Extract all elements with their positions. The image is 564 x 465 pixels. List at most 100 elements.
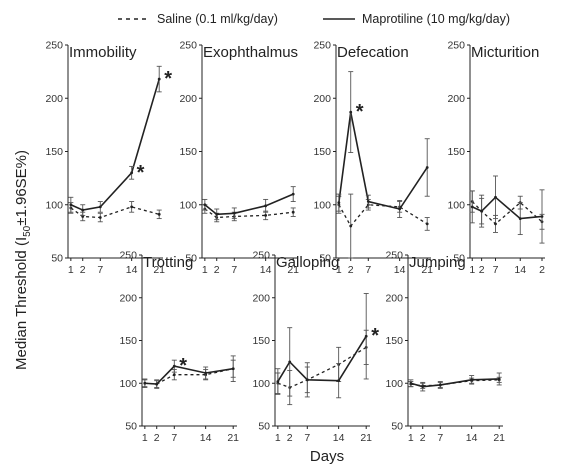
data-point-maprotiline <box>494 195 497 199</box>
data-point-maprotiline <box>203 203 207 207</box>
x-tick-label: 1 <box>275 432 281 444</box>
y-tick-label: 150 <box>385 335 403 347</box>
x-tick-label: 14 <box>200 432 212 444</box>
significance-star: * <box>164 68 172 90</box>
y-tick-label: 250 <box>313 40 331 52</box>
x-tick-label: 7 <box>365 264 371 276</box>
x-tick-label: 21 <box>287 264 299 276</box>
x-tick-label: 21 <box>421 264 433 276</box>
y-tick-label: 100 <box>313 199 331 211</box>
y-tick-label: 100 <box>385 378 403 390</box>
x-tick-label: 2 <box>287 432 293 444</box>
x-tick-label: 21 <box>360 432 372 444</box>
data-point-maprotiline <box>366 200 370 203</box>
series-line-saline <box>277 346 367 389</box>
y-tick-label: 250 <box>252 250 270 262</box>
data-point-maprotiline <box>305 378 309 382</box>
panel-title: Immobility <box>69 44 137 61</box>
y-tick-label: 50 <box>185 253 197 265</box>
data-point-maprotiline <box>232 211 236 215</box>
x-tick-label: 21 <box>227 432 239 444</box>
x-tick-label: 14 <box>514 264 526 276</box>
x-tick-label: 1 <box>336 264 342 276</box>
x-tick-label: 1 <box>202 264 208 276</box>
y-tick-label: 200 <box>385 292 403 304</box>
legend: Saline (0.1 ml/kg/day) Maprotiline (10 m… <box>118 12 510 26</box>
panel-title: Defecation <box>337 44 409 61</box>
data-point-maprotiline <box>421 385 425 389</box>
significance-star: * <box>356 101 364 123</box>
data-point-maprotiline <box>425 166 429 169</box>
data-point-maprotiline <box>143 381 147 385</box>
significance-star: * <box>179 355 187 377</box>
data-point-maprotiline <box>540 215 544 218</box>
y-tick-label: 50 <box>391 421 403 433</box>
y-tick-label: 250 <box>179 40 197 52</box>
data-point-maprotiline <box>155 382 159 386</box>
y-tick-label: 100 <box>252 378 270 390</box>
data-point-maprotiline <box>204 371 208 375</box>
y-axis-label-subscript: 50 <box>22 225 33 237</box>
x-tick-label: 7 <box>171 432 177 444</box>
series-line-maprotiline <box>277 335 367 382</box>
data-point-saline <box>291 210 295 214</box>
series-line-maprotiline <box>471 196 543 220</box>
y-tick-label: 50 <box>258 421 270 433</box>
x-tick-label: 7 <box>231 264 237 276</box>
y-tick-label: 250 <box>385 250 403 262</box>
x-tick-label: 2 <box>80 264 86 276</box>
x-tick-label: 14 <box>466 432 478 444</box>
data-point-saline <box>425 222 429 226</box>
panel-defecation: 50 100 150 200 250 1 2 7 14 21 Defecation * <box>313 40 433 277</box>
data-point-maprotiline <box>438 383 442 387</box>
y-tick-label: 250 <box>119 250 137 262</box>
y-tick-label: 150 <box>447 146 465 158</box>
y-tick-label: 200 <box>119 292 137 304</box>
y-tick-label: 150 <box>252 335 270 347</box>
data-point-maprotiline <box>518 217 522 220</box>
data-point-saline <box>494 222 497 226</box>
x-tick-label: 14 <box>260 264 272 276</box>
y-tick-label: 50 <box>51 253 63 265</box>
y-tick-label: 100 <box>45 199 63 211</box>
x-tick-label: 14 <box>333 432 345 444</box>
x-tick-label: 1 <box>469 264 475 276</box>
x-tick-label: 21 <box>153 264 165 276</box>
y-tick-label: 50 <box>319 253 331 265</box>
y-tick-label: 200 <box>447 93 465 105</box>
x-tick-label: 7 <box>437 432 443 444</box>
panel-title: Jumping <box>409 254 466 271</box>
panel-immobility: 50 100 150 200 250 1 2 7 14 21 Immobility * * <box>45 40 172 277</box>
panel-title: Trotting <box>143 254 193 271</box>
y-tick-label: 150 <box>45 146 63 158</box>
x-tick-label: 2 <box>214 264 220 276</box>
legend-saline-label: Saline (0.1 ml/kg/day) <box>157 12 278 26</box>
x-tick-label: 2 <box>420 432 426 444</box>
series-line-maprotiline <box>144 365 234 385</box>
data-point-maprotiline <box>172 364 176 368</box>
data-point-saline <box>349 224 353 228</box>
x-tick-label: 14 <box>394 264 406 276</box>
x-tick-label: 14 <box>126 264 138 276</box>
panel-title: Galloping <box>276 254 339 271</box>
data-point-saline <box>157 212 161 216</box>
x-tick-label: 1 <box>68 264 74 276</box>
x-tick-label: 1 <box>142 432 148 444</box>
data-point-maprotiline <box>480 209 484 213</box>
x-tick-label: 21 <box>493 432 505 444</box>
legend-maprotiline-label: Maprotiline (10 mg/kg/day) <box>362 12 510 26</box>
series-line-saline <box>338 204 428 228</box>
data-point-maprotiline <box>337 201 341 205</box>
significance-star: * <box>371 325 379 347</box>
y-tick-label: 150 <box>179 146 197 158</box>
data-point-maprotiline <box>497 377 501 381</box>
x-tick-label: 2 <box>539 264 545 276</box>
y-tick-label: 150 <box>313 146 331 158</box>
data-point-maprotiline <box>337 379 341 383</box>
data-point-saline <box>98 216 102 219</box>
y-tick-label: 100 <box>179 199 197 211</box>
